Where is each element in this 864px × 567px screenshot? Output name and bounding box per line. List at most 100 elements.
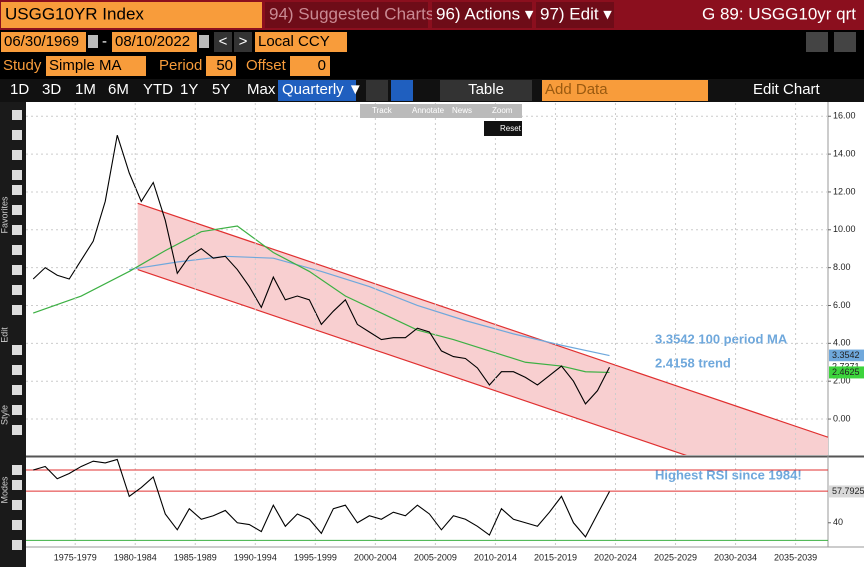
- sidebar-icon[interactable]: [12, 305, 22, 315]
- date-dash: -: [102, 33, 107, 50]
- x-tick-label: 1975-1979: [54, 552, 97, 562]
- reset[interactable]: Reset: [500, 124, 522, 133]
- start-date[interactable]: 06/30/1969: [4, 33, 79, 50]
- sidebar-icon[interactable]: [12, 245, 22, 255]
- currency[interactable]: Local CCY: [258, 33, 330, 50]
- sidebar-icon[interactable]: [12, 405, 22, 415]
- add-data[interactable]: Add Data: [545, 81, 608, 98]
- sidebar-icon[interactable]: [12, 150, 22, 160]
- ticker-input[interactable]: [1, 2, 262, 28]
- sidebar-icon[interactable]: [12, 425, 22, 435]
- range-button[interactable]: 1D: [10, 81, 29, 98]
- range-button[interactable]: YTD: [143, 81, 173, 98]
- prev-button[interactable]: [214, 32, 232, 52]
- sidebar-icon[interactable]: [12, 465, 22, 475]
- tool[interactable]: Annotate: [412, 106, 445, 115]
- currency-input[interactable]: [255, 32, 347, 52]
- table-button[interactable]: [440, 80, 532, 101]
- offset[interactable]: 0: [318, 57, 326, 74]
- ticker[interactable]: USGG10YR Index: [5, 4, 144, 23]
- sidebar-icon[interactable]: [12, 385, 22, 395]
- range-button[interactable]: 1Y: [180, 81, 198, 98]
- series-line: [129, 255, 610, 357]
- menu-item[interactable]: 97) Edit ▾: [540, 4, 612, 23]
- tool[interactable]: Track: [372, 106, 393, 115]
- sidebar-icon[interactable]: [12, 285, 22, 295]
- study-input[interactable]: [46, 56, 146, 76]
- value-tag: [829, 366, 864, 379]
- edit-chart[interactable]: Edit Chart: [753, 81, 821, 98]
- sidebar-icon[interactable]: [12, 170, 22, 180]
- next[interactable]: >: [239, 33, 248, 50]
- y-tick-label: 4.00: [833, 338, 851, 348]
- line-tool[interactable]: [366, 80, 388, 101]
- menu-item[interactable]: 96) Actions ▾: [436, 4, 534, 23]
- frequency-button[interactable]: [278, 80, 356, 101]
- add-data-input[interactable]: [542, 80, 708, 101]
- tool-strip: [360, 104, 522, 118]
- period-label: Period: [159, 57, 202, 74]
- study[interactable]: Simple MA: [49, 57, 122, 74]
- chart-id: G 89: USGG10yr qrt: [702, 4, 856, 23]
- redo-button[interactable]: [834, 32, 856, 52]
- date-input[interactable]: [112, 32, 197, 52]
- trend-line: [137, 202, 828, 438]
- range-bar: [0, 79, 864, 102]
- sidebar-icon[interactable]: [12, 110, 22, 120]
- sidebar-icon[interactable]: [12, 265, 22, 275]
- table[interactable]: Table: [468, 81, 504, 98]
- y-tick-label: 6.00: [833, 300, 851, 310]
- sidebar-icon[interactable]: [12, 130, 22, 140]
- menu-item[interactable]: 94) Suggested Charts: [269, 4, 434, 23]
- sidebar-icon[interactable]: [12, 365, 22, 375]
- sidebar-label: Edit: [0, 327, 9, 343]
- next-button[interactable]: [234, 32, 252, 52]
- prev[interactable]: <: [219, 33, 228, 50]
- tool[interactable]: News: [452, 106, 472, 115]
- sidebar-icon[interactable]: [12, 205, 22, 215]
- sidebar-icon[interactable]: [12, 480, 22, 490]
- menu-button[interactable]: [536, 2, 614, 28]
- range-button[interactable]: 1M: [75, 81, 96, 98]
- bar-tool[interactable]: [391, 80, 413, 101]
- menu-button[interactable]: [265, 2, 428, 28]
- x-tick-label: 1990-1994: [234, 552, 277, 562]
- reset-button[interactable]: [484, 121, 522, 136]
- x-tick-label: 2035-2039: [774, 552, 817, 562]
- range-button[interactable]: 6M: [108, 81, 129, 98]
- range-button[interactable]: Max: [247, 81, 276, 98]
- x-tick-label: 2020-2024: [594, 552, 637, 562]
- sidebar-icon[interactable]: [12, 520, 22, 530]
- sidebar-icon[interactable]: [12, 225, 22, 235]
- undo-button[interactable]: [806, 32, 828, 52]
- offset-label: Offset: [246, 57, 287, 74]
- series-line: [32, 135, 610, 405]
- date-input[interactable]: [1, 32, 86, 52]
- sidebar-label: Modes: [0, 476, 9, 504]
- offset-input[interactable]: [290, 56, 330, 76]
- trend-channel: [137, 203, 828, 455]
- calendar-icon[interactable]: [199, 35, 209, 48]
- y-tick-label: 8.00: [833, 262, 851, 272]
- sidebar-label: Favorites: [0, 196, 9, 234]
- sidebar-icon[interactable]: [12, 540, 22, 550]
- sidebar-icon[interactable]: [12, 345, 22, 355]
- range-button[interactable]: 3D: [42, 81, 61, 98]
- trend-line: [137, 268, 687, 455]
- sidebar-icon[interactable]: [12, 500, 22, 510]
- tool[interactable]: Zoom: [492, 106, 513, 115]
- range-button[interactable]: 5Y: [212, 81, 230, 98]
- value-tag: [829, 485, 864, 498]
- series-line: [32, 225, 610, 374]
- period[interactable]: 50: [216, 57, 233, 74]
- frequency[interactable]: Quarterly ▼: [282, 81, 363, 98]
- end-date[interactable]: 08/10/2022: [115, 33, 190, 50]
- period-input[interactable]: [206, 56, 236, 76]
- sidebar-icon[interactable]: [12, 185, 22, 195]
- value-tag-label: 57.7925: [832, 486, 864, 496]
- series-line: [33, 458, 610, 538]
- value-tag-label: 3.3542: [832, 350, 860, 360]
- menu-button[interactable]: [432, 2, 532, 28]
- x-tick-label: 1980-1984: [114, 552, 157, 562]
- calendar-icon[interactable]: [88, 35, 98, 48]
